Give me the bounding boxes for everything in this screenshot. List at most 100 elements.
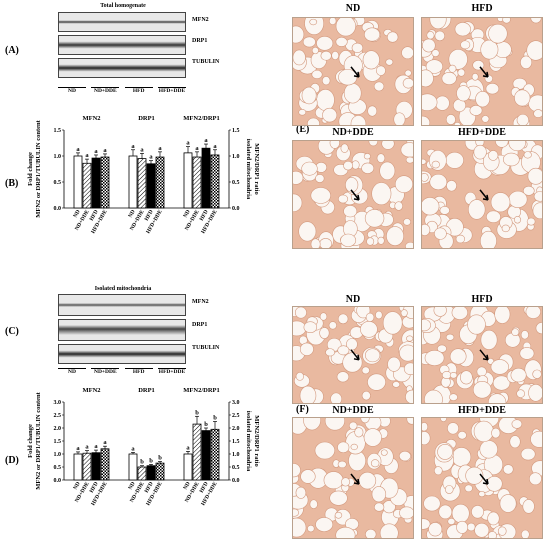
adipocyte-vacuole (533, 191, 542, 202)
y-tick-label: 2.5 (54, 413, 62, 419)
y-tick-label-right: 2.0 (232, 426, 240, 432)
micro-e-image-2 (421, 17, 543, 126)
adipocyte-vacuole (301, 86, 317, 105)
adipocyte-vacuole (530, 430, 542, 448)
adipocyte-vacuole (293, 49, 306, 66)
adipocyte-vacuole (404, 69, 412, 77)
adipocyte-vacuole (307, 117, 320, 125)
chart-d: 0.0 0.5 1.0 1.5 2.0 2.5 3.0 0.0 0.5 1.0 1.5 2.0 2.5 3… (27, 387, 260, 507)
adipocyte-vacuole (343, 82, 362, 104)
adipocyte-vacuole (455, 234, 466, 244)
adipocyte-vacuole (361, 390, 371, 401)
adipocyte-vacuole (437, 344, 447, 353)
blot-c-band-1 (58, 294, 186, 316)
adipocyte-vacuole (373, 81, 385, 92)
significance-letter: a (85, 152, 89, 159)
adipocyte-vacuole (449, 348, 467, 365)
adipocyte-vacuole (337, 441, 350, 454)
adipocyte-vacuole (491, 427, 501, 439)
panel-letter-d: (D) (5, 455, 19, 466)
adipocyte-vacuole (424, 350, 445, 366)
blot-c-groups: ND ND+DDE HFD HFD+DDE (58, 368, 186, 375)
adipocyte-vacuole (469, 105, 483, 116)
adipocyte-vacuole (400, 309, 408, 317)
adipocyte-vacuole (429, 173, 448, 191)
group-title: DRP1 (138, 115, 155, 122)
adipocyte-vacuole (422, 422, 429, 432)
adipocyte-vacuole (422, 197, 440, 216)
bar (73, 453, 83, 481)
adipocyte-vacuole (488, 150, 499, 161)
adipocyte-vacuole (394, 175, 413, 193)
adipocyte-vacuole (386, 226, 404, 246)
y-tick-label-right: 1.5 (232, 439, 240, 445)
category-label: ND (73, 481, 82, 491)
y-tick-label-right: 3.0 (232, 400, 240, 406)
adipocyte-vacuole (328, 18, 337, 25)
adipocyte-vacuole (446, 180, 457, 192)
bar (137, 158, 147, 209)
bar (100, 156, 110, 209)
adipocyte-vacuole (319, 327, 330, 339)
y-tick-label: 3.0 (54, 400, 62, 406)
adipocyte-vacuole (476, 366, 487, 377)
micro-f-title-3: ND+DDE (332, 405, 374, 416)
adipocyte-vacuole (382, 311, 403, 335)
adipocyte-vacuole (456, 85, 471, 102)
significance-letter: a (103, 147, 107, 154)
adipocyte-vacuole (324, 418, 346, 431)
adipocyte-vacuole (527, 167, 542, 185)
adipocyte-vacuole (322, 107, 338, 123)
adipocyte-vacuole (379, 161, 396, 181)
group-title: MFN2/DRP1 (183, 115, 219, 122)
y-tick-label: 1.0 (54, 154, 62, 160)
adipocyte-vacuole (315, 517, 334, 532)
adipocyte-vacuole (323, 471, 344, 490)
blot-a-group-1: ND (58, 87, 86, 94)
adipocyte-vacuole (520, 330, 529, 340)
adipocyte-vacuole (316, 36, 334, 51)
adipocyte-vacuole (320, 50, 332, 61)
category-label: HFD (199, 481, 210, 494)
category-label: HFD (144, 481, 155, 494)
adipocyte-vacuole (360, 418, 370, 424)
panel-letter-c: (C) (5, 326, 19, 337)
adipocyte-vacuole (293, 193, 303, 212)
micro-e-image-1 (292, 17, 414, 126)
y-tick-label-right: 0.5 (232, 465, 240, 471)
bar (128, 453, 138, 481)
blot-a (58, 12, 186, 78)
adipocyte-vacuole (303, 418, 321, 431)
adipocyte-vacuole (394, 201, 403, 211)
adipocyte-vacuole (337, 194, 349, 204)
adipocyte-vacuole (499, 494, 517, 513)
y-tick-label-right: 2.5 (232, 413, 240, 419)
adipocyte-vacuole (309, 499, 318, 509)
y-tick-label-right: 1.5 (232, 128, 240, 134)
bar (73, 155, 83, 209)
y-tick-label: 2.0 (54, 426, 62, 432)
category-label: ND (128, 481, 137, 491)
adipocyte-vacuole (403, 362, 413, 375)
adipocyte-vacuole (299, 385, 317, 403)
adipocyte-vacuole (303, 321, 318, 334)
adipocyte-vacuole (453, 122, 461, 125)
arrow-icon (350, 349, 360, 361)
significance-letter: b (204, 421, 208, 428)
bar (137, 466, 147, 481)
blot-a-title: Total homogenate (100, 3, 146, 9)
adipocyte-vacuole (350, 443, 358, 451)
adipocyte-vacuole (487, 531, 497, 538)
adipocyte-vacuole (298, 109, 307, 116)
y-axis-label: Fold changeMFN2 or DRP1/TUBULIN content (27, 119, 42, 217)
adipocyte-vacuole (402, 77, 413, 89)
adipocyte-vacuole (494, 307, 511, 324)
adipocyte-vacuole (513, 215, 522, 224)
significance-letter: b (140, 459, 144, 466)
y-axis-label-right: MFN2/DRP1 ratioisolated mitochondria (245, 411, 260, 472)
bar (210, 428, 220, 481)
adipocyte-vacuole (334, 511, 343, 519)
blot-c (58, 294, 186, 364)
adipocyte-vacuole (457, 68, 466, 77)
significance-letter: a (149, 154, 153, 161)
